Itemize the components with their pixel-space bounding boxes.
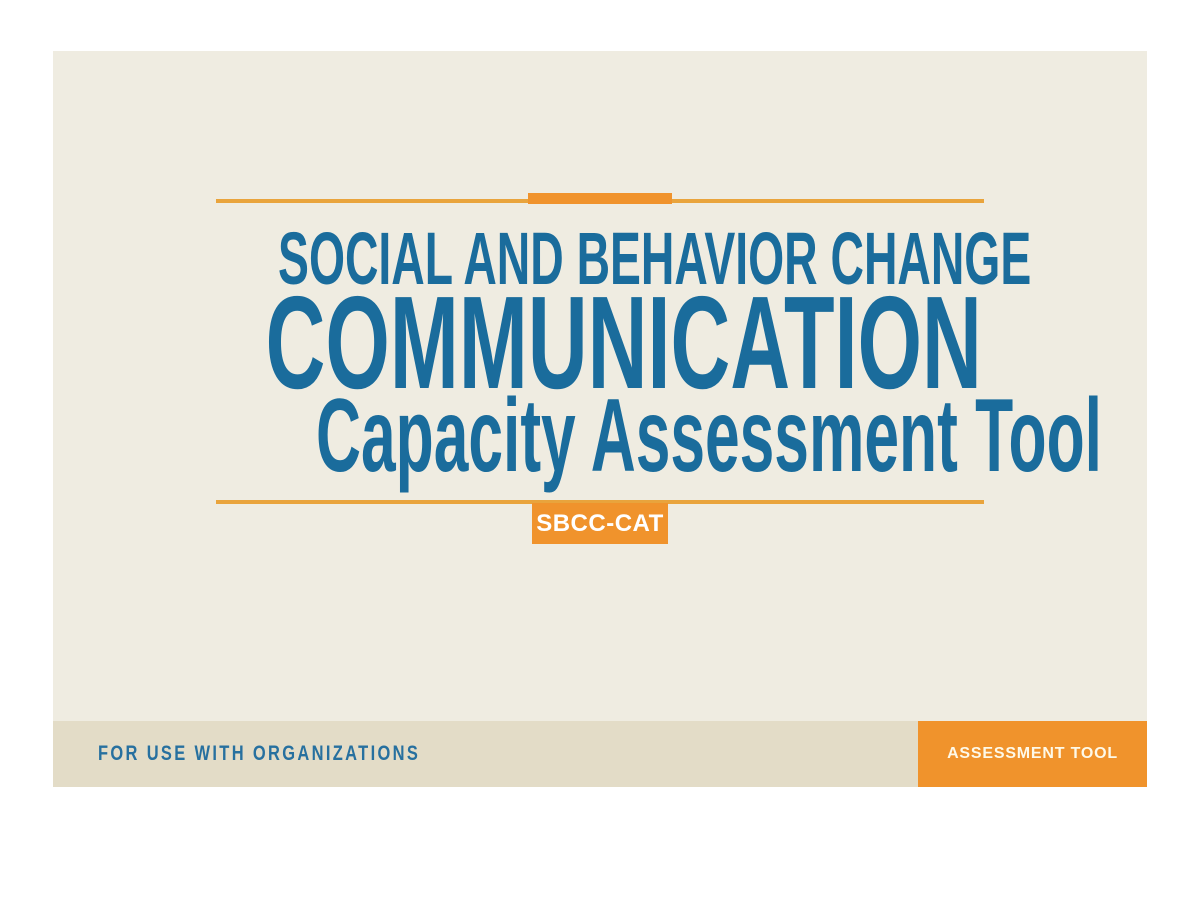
title-line-1: SOCIAL AND BEHAVIOR CHANGE <box>53 222 1147 296</box>
assessment-tool-badge: ASSESSMENT TOOL <box>918 721 1147 787</box>
title-line-2-text: COMMUNICATION <box>265 269 982 416</box>
title-line-3: Capacity Assessment Tool <box>53 384 1147 488</box>
audience-label: FOR USE WITH ORGANIZATIONS <box>98 721 509 787</box>
footer: USAID USAID FROM THE AMERICAN PEOPLE Thi… <box>0 787 1199 913</box>
audience-label-text: FOR USE WITH ORGANIZATIONS <box>98 742 421 765</box>
cover-panel: SOCIAL AND BEHAVIOR CHANGE COMMUNICATION… <box>53 51 1147 787</box>
title-line-1-text: SOCIAL AND BEHAVIOR CHANGE <box>278 217 1032 300</box>
title-line-2: COMMUNICATION <box>53 277 1147 409</box>
bottom-rule <box>216 500 984 504</box>
acronym-badge: SBCC-CAT <box>532 503 668 544</box>
audience-bar: FOR USE WITH ORGANIZATIONS <box>53 721 918 787</box>
top-rule-center-tab <box>528 193 672 204</box>
title-line-3-text: Capacity Assessment Tool <box>315 378 1102 494</box>
